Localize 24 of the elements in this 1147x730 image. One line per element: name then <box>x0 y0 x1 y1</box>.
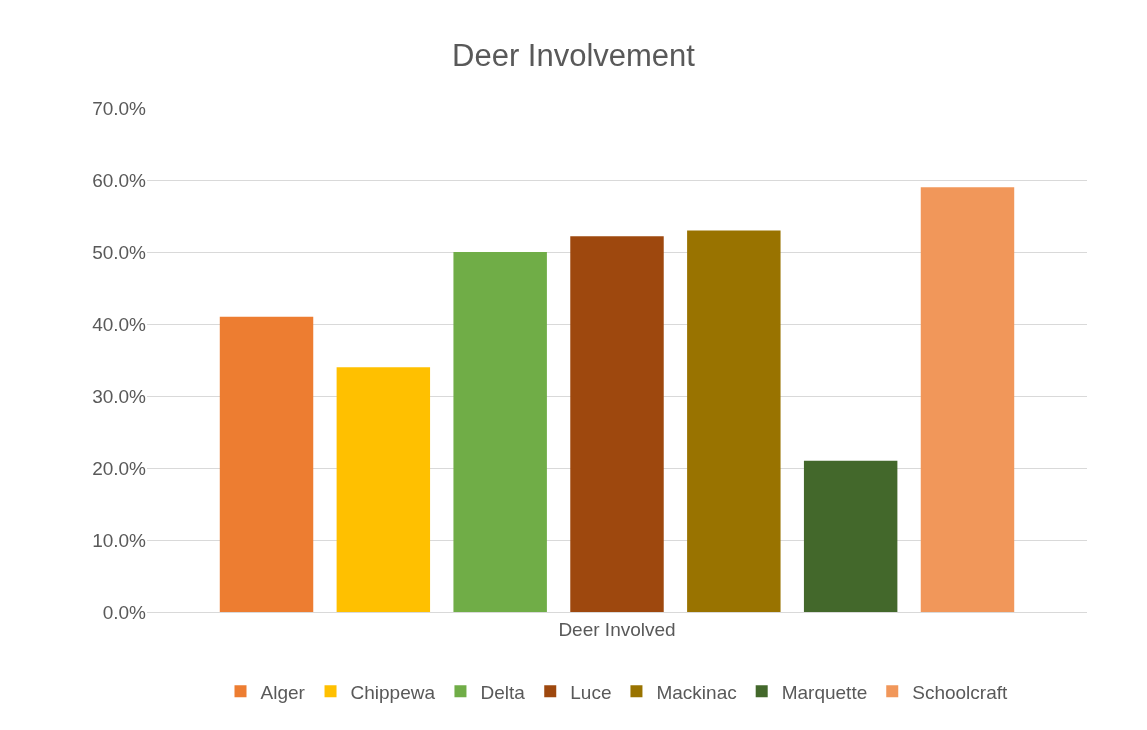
y-tick-label: 60.0% <box>92 169 147 191</box>
x-tick-label: Deer Involved <box>558 618 676 640</box>
chart-title: Deer Involvement <box>452 37 696 73</box>
bar <box>336 367 431 612</box>
bar <box>920 187 1015 612</box>
y-tick-label: 10.0% <box>92 529 147 551</box>
y-tick-label: 20.0% <box>92 457 147 479</box>
y-tick-label: 50.0% <box>92 241 147 263</box>
bar <box>803 460 898 612</box>
y-tick-label: 0.0% <box>102 601 147 623</box>
y-tick-label: 70.0% <box>92 97 147 119</box>
legend-label: Luce <box>570 681 612 703</box>
bar <box>570 236 664 612</box>
y-tick-label: 30.0% <box>92 385 147 407</box>
legend-label: Marquette <box>781 681 868 703</box>
bar <box>687 230 781 612</box>
legend-label: Chippewa <box>350 681 436 703</box>
legend-label: Schoolcraft <box>912 681 1009 703</box>
legend-label: Alger <box>260 681 306 703</box>
y-tick-label: 40.0% <box>92 313 147 335</box>
legend-label: Delta <box>480 681 526 703</box>
bar <box>453 252 547 612</box>
bar <box>219 316 314 612</box>
legend-label: Mackinac <box>656 681 737 703</box>
